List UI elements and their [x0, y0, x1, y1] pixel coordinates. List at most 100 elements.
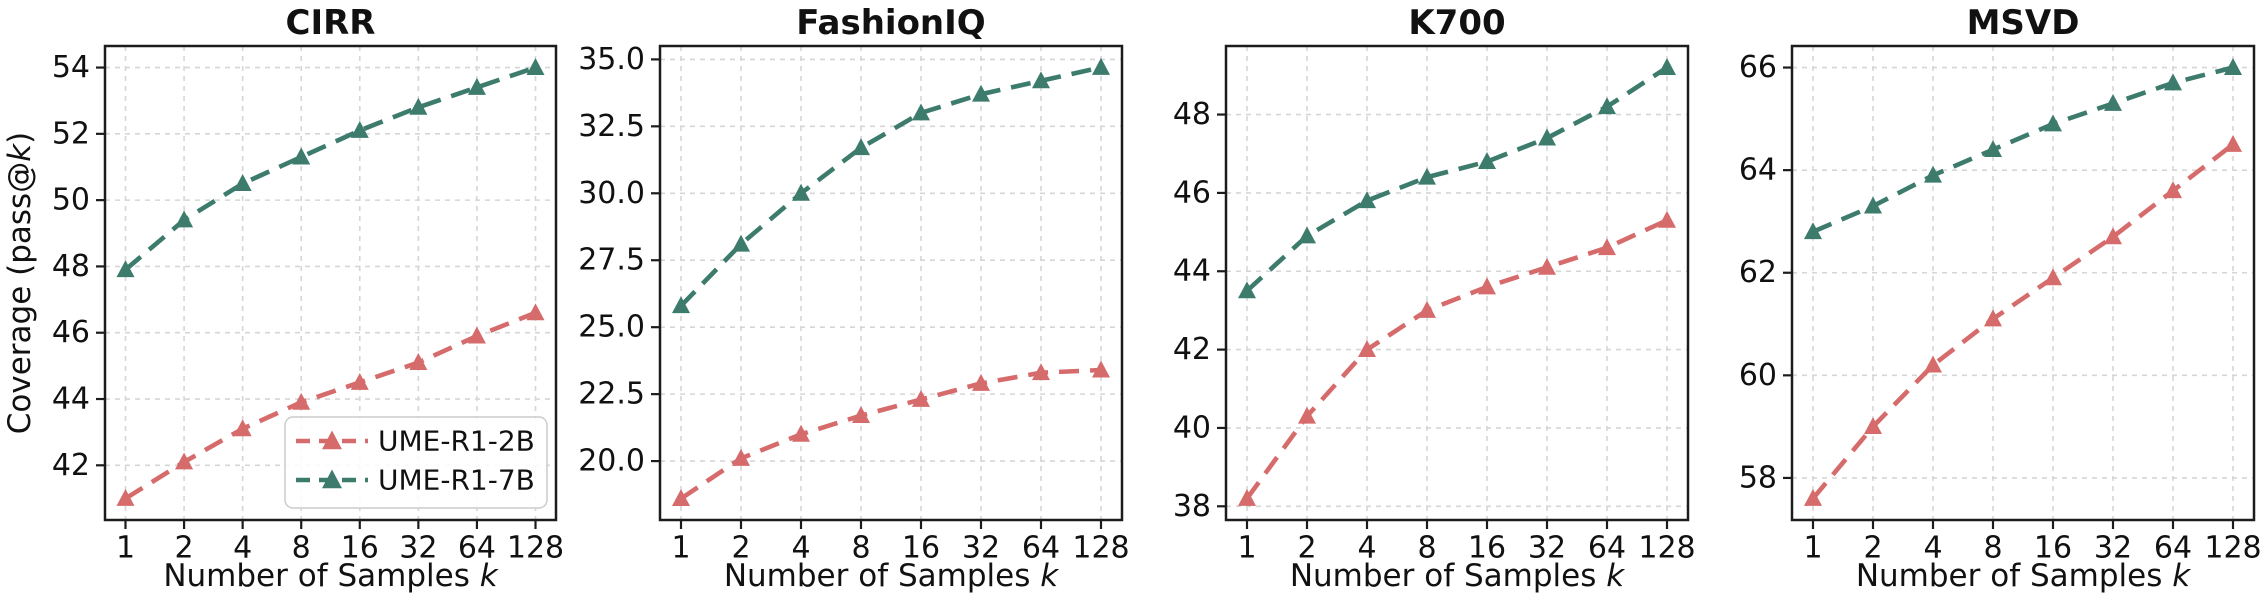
- x-tick-label: 4: [791, 531, 810, 566]
- x-axis-label: Number of Samples k: [163, 558, 498, 594]
- data-point-marker-triangle: [1297, 226, 1317, 244]
- chart-title: K700: [1408, 3, 1505, 43]
- data-point-marker-triangle: [1417, 167, 1437, 185]
- y-tick-labels: 38 40 42 44 46 48: [1173, 97, 1211, 524]
- data-point-marker-triangle: [1297, 406, 1317, 424]
- data-point-marker-triangle: [911, 103, 931, 121]
- legend-label: UME-R1-2B: [378, 425, 535, 458]
- series-markers-ume-r1-7b: [671, 57, 1111, 314]
- x-tick-label: 1: [1803, 531, 1822, 566]
- data-point-marker-triangle: [2043, 268, 2063, 286]
- tick-marks: [96, 66, 537, 529]
- legend-sample-marker-triangle: [322, 430, 342, 450]
- y-tick-label: 32.5: [578, 109, 645, 144]
- y-tick-label: 60: [1739, 358, 1777, 393]
- chart-panel-msvd: 1 2 4 8 16 32 64 128 58 60 62 64 66 MSVD Number of Sam…: [1698, 0, 2264, 612]
- data-point-marker-triangle: [467, 326, 486, 344]
- y-tick-label: 35.0: [578, 42, 645, 77]
- data-point-marker-triangle: [1477, 152, 1497, 169]
- data-point-marker-triangle: [409, 353, 428, 370]
- x-tick-label: 64: [2154, 531, 2192, 566]
- chart-svg-msvd: 1 2 4 8 16 32 64 128 58 60 62 64 66 MSVD Number of Sam…: [1739, 3, 2262, 594]
- x-tick-label: 32: [962, 531, 1000, 566]
- data-point-marker-triangle: [233, 174, 252, 191]
- y-tick-label: 48: [52, 249, 90, 284]
- y-tick-labels: 58 60 62 64 66: [1739, 50, 1777, 495]
- chart-panel-fashioniq: 1 2 4 8 16 32 64 128 20.0 22.5 25.0 27.5 30.0 32.5 35.…: [566, 0, 1132, 612]
- data-point-marker-triangle: [1923, 355, 1943, 373]
- y-tick-label: 38: [1173, 489, 1211, 524]
- series-line-ume-r1-2b: [124, 310, 537, 501]
- x-tick-label: 16: [2034, 531, 2072, 566]
- legend-label: UME-R1-7B: [378, 464, 535, 497]
- x-tick-label: 16: [902, 531, 940, 566]
- y-tick-label: 50: [52, 183, 90, 218]
- data-point-marker-triangle: [971, 373, 991, 391]
- data-point-marker-triangle: [1091, 57, 1111, 75]
- data-point-marker-triangle: [1357, 340, 1377, 358]
- data-point-marker-triangle: [791, 183, 811, 201]
- series-markers-ume-r1-2b: [1803, 134, 2243, 506]
- y-tick-label: 46: [1173, 175, 1211, 210]
- x-tick-labels: 1 2 4 8 16 32 64 128: [1237, 531, 1695, 566]
- x-tick-label: 128: [1072, 531, 1129, 566]
- series-line-ume-r1-7b: [124, 65, 537, 272]
- data-point-marker-triangle: [2103, 93, 2123, 111]
- data-point-marker-triangle: [526, 303, 545, 321]
- plot-border: [658, 44, 1124, 522]
- chart-panel-cirr: 1 2 4 8 16 32 64 128 42 44 46 48 50 52 54 CIRR Number of…: [0, 0, 566, 612]
- series-line-ume-r1-7b: [679, 65, 1102, 308]
- data-point-marker-triangle: [116, 488, 135, 506]
- x-tick-label: 1: [1237, 531, 1256, 566]
- y-tick-label: 66: [1739, 50, 1777, 85]
- chart-title: FashionIQ: [796, 3, 985, 43]
- y-tick-label: 44: [1173, 254, 1211, 289]
- data-point-marker-triangle: [1357, 191, 1377, 209]
- y-tick-label: 42: [1173, 332, 1211, 367]
- data-point-marker-triangle: [851, 138, 871, 156]
- data-point-marker-triangle: [1237, 488, 1257, 506]
- data-point-marker-triangle: [2223, 58, 2243, 75]
- plot-border: [1790, 44, 2256, 522]
- y-tick-label: 64: [1739, 153, 1777, 188]
- y-tick-label: 20.0: [578, 444, 645, 479]
- data-point-marker-triangle: [731, 234, 751, 252]
- x-tick-label: 16: [341, 531, 379, 566]
- data-point-marker-triangle: [526, 58, 545, 75]
- tick-marks: [651, 58, 1103, 529]
- data-point-marker-triangle: [1863, 196, 1883, 214]
- data-point-marker-triangle: [467, 77, 486, 95]
- data-point-marker-triangle: [2103, 227, 2123, 245]
- series-line-ume-r1-2b: [1245, 218, 1668, 500]
- series-markers-ume-r1-7b: [116, 58, 545, 278]
- tick-marks: [1783, 66, 2235, 529]
- y-tick-label: 62: [1739, 255, 1777, 290]
- data-point-marker-triangle: [1983, 140, 2003, 158]
- data-point-marker-triangle: [175, 210, 194, 228]
- data-point-marker-triangle: [1537, 128, 1557, 146]
- chart-svg-fashioniq: 1 2 4 8 16 32 64 128 20.0 22.5 25.0 27.5 30.0 32.5 35.…: [578, 3, 1129, 594]
- legend-sample-marker-triangle: [322, 469, 342, 489]
- y-tick-label: 46: [52, 315, 90, 350]
- x-axis-label: Number of Samples k: [1856, 558, 2191, 594]
- plot-border: [1224, 44, 1690, 522]
- x-tick-label: 128: [507, 531, 564, 566]
- data-point-marker-triangle: [2223, 134, 2243, 152]
- y-tick-label: 44: [52, 382, 90, 417]
- chart-title: CIRR: [286, 3, 376, 43]
- series-line-ume-r1-2b: [1811, 142, 2235, 500]
- data-point-marker-triangle: [1477, 277, 1497, 295]
- data-point-marker-triangle: [2163, 181, 2183, 199]
- x-tick-label: 8: [292, 531, 311, 566]
- data-point-marker-triangle: [731, 448, 751, 466]
- x-tick-label: 64: [458, 531, 496, 566]
- x-tick-label: 4: [233, 531, 252, 566]
- data-point-marker-triangle: [1091, 360, 1111, 378]
- x-tick-label: 32: [399, 531, 437, 566]
- data-point-marker-triangle: [1031, 71, 1051, 89]
- x-tick-label: 1: [116, 531, 135, 566]
- x-tick-label: 128: [2204, 531, 2261, 566]
